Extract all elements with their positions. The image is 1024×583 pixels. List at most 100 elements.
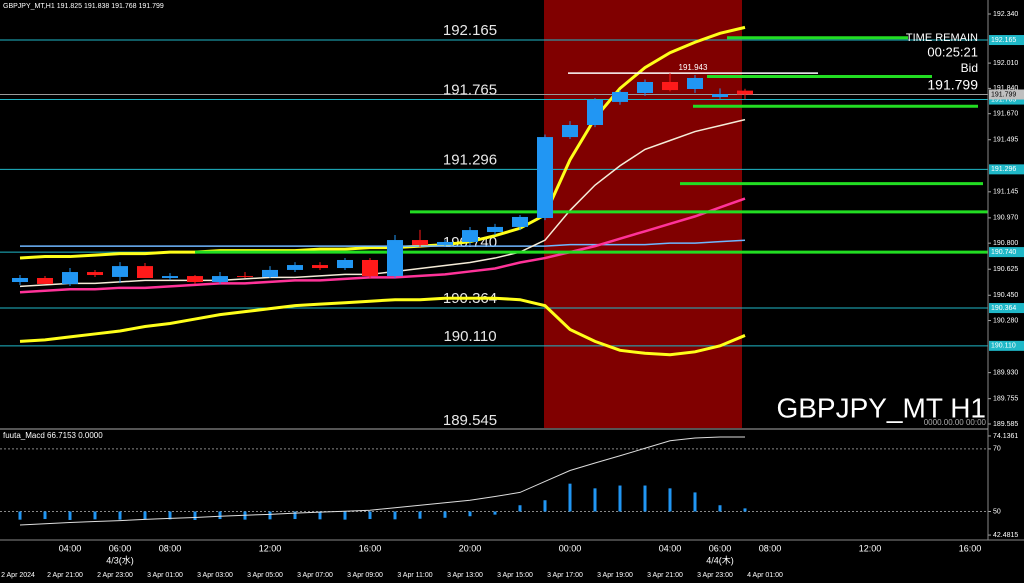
level-label: 191.296 bbox=[443, 151, 497, 168]
candle-body bbox=[162, 276, 178, 278]
indicator-bar bbox=[718, 505, 722, 512]
indicator-bar bbox=[268, 511, 272, 520]
indicator-name: fuuta_Macd bbox=[3, 431, 45, 440]
level-axis-label: 190.110 bbox=[991, 343, 1016, 350]
candle-body bbox=[287, 265, 303, 270]
y-tick-label: 191.840 bbox=[993, 85, 1018, 92]
x-tick-label: 06:00 bbox=[109, 543, 132, 553]
server-time-label: 3 Apr 11:00 bbox=[397, 572, 432, 579]
x-tick-label: 06:00 bbox=[709, 543, 732, 553]
indicator-bar bbox=[68, 511, 72, 520]
indicator-bar bbox=[493, 511, 497, 515]
indicator-bar bbox=[568, 483, 572, 512]
server-time-label: 2 Apr 21:00 bbox=[47, 572, 83, 579]
indicator-bar bbox=[118, 511, 122, 520]
server-time-label: 3 Apr 03:00 bbox=[197, 572, 233, 579]
symbol: GBPJPY_MT,H1 bbox=[3, 3, 55, 10]
x-tick-label: 20:00 bbox=[459, 543, 482, 553]
indicator-bar bbox=[643, 485, 647, 512]
candle-body bbox=[337, 259, 353, 269]
bid-axis-box bbox=[989, 89, 1024, 100]
candle-body bbox=[587, 100, 603, 126]
candle-body bbox=[437, 241, 453, 245]
level-label: 190.110 bbox=[443, 328, 496, 345]
indicator-bar bbox=[468, 511, 472, 517]
candle-body bbox=[362, 259, 378, 277]
server-time-label: 3 Apr 07:00 bbox=[297, 572, 333, 579]
indicator-line bbox=[19, 436, 745, 526]
y-tick-label: 190.280 bbox=[993, 317, 1018, 324]
overlay-line bbox=[19, 118, 746, 288]
indicator-bar bbox=[693, 492, 697, 512]
indicator-bar bbox=[43, 511, 47, 520]
timestamp: 0000.00.00 00:00 bbox=[924, 418, 987, 427]
indicator-bar bbox=[193, 511, 197, 520]
server-time-label: 3 Apr 21:00 bbox=[647, 572, 683, 579]
header-high: 191.838 bbox=[84, 3, 109, 10]
level-axis-label: 190.740 bbox=[991, 249, 1016, 256]
level-axis-box bbox=[989, 303, 1024, 314]
level-axis-box bbox=[989, 340, 1024, 351]
candle-body bbox=[737, 90, 753, 95]
indicator-bar bbox=[168, 511, 172, 520]
indicator-y-tick-label: 70 bbox=[993, 446, 1001, 453]
candle-body bbox=[312, 265, 328, 269]
candle-body bbox=[612, 91, 628, 102]
header-low: 191.768 bbox=[111, 3, 136, 10]
bid-label: Bid bbox=[961, 61, 978, 75]
candle-body bbox=[187, 276, 203, 283]
time-remain: 00:25:21 bbox=[927, 44, 978, 59]
candle-body bbox=[112, 266, 128, 277]
indicator-y-tick-label: 50 bbox=[993, 508, 1001, 515]
candle-body bbox=[562, 125, 578, 138]
candle-body bbox=[37, 277, 53, 284]
indicator-bar bbox=[318, 511, 322, 520]
server-time-label: 3 Apr 23:00 bbox=[697, 572, 733, 579]
header-open: 191.825 bbox=[57, 3, 82, 10]
indicator-value2: 0.0000 bbox=[78, 431, 103, 440]
chart-header: GBPJPY_MT,H1 191.825 191.838 191.768 191… bbox=[3, 3, 164, 10]
level-axis-label: 191.765 bbox=[991, 96, 1016, 103]
date-label: 4/4(木) bbox=[706, 554, 734, 565]
x-tick-label: 16:00 bbox=[959, 543, 982, 553]
indicator-bar bbox=[143, 511, 147, 520]
overlay-line bbox=[19, 197, 746, 294]
candle-body bbox=[662, 81, 678, 91]
y-tick-label: 190.970 bbox=[993, 215, 1018, 222]
overlay-line bbox=[19, 25, 746, 260]
server-time-label: 3 Apr 09:00 bbox=[347, 572, 383, 579]
y-tick-label: 191.495 bbox=[993, 137, 1018, 144]
level-axis-box bbox=[989, 94, 1024, 105]
y-tick-label: 189.930 bbox=[993, 369, 1018, 376]
server-time-label: 2 Apr 2024 bbox=[1, 572, 35, 579]
bid-axis-label: 191.799 bbox=[991, 91, 1016, 98]
indicator-bar bbox=[218, 511, 222, 520]
level-axis-label: 192.165 bbox=[991, 37, 1016, 44]
candle-body bbox=[637, 81, 653, 94]
candle-body bbox=[212, 276, 228, 283]
indicator-bar bbox=[518, 505, 522, 512]
server-time-label: 3 Apr 17:00 bbox=[547, 572, 583, 579]
indicator-bar bbox=[443, 511, 447, 518]
candle-body bbox=[387, 240, 403, 277]
y-tick-label: 192.340 bbox=[993, 11, 1018, 18]
indicator-header: fuuta_Macd 66.7153 0.0000 bbox=[3, 431, 103, 440]
level-label: 191.765 bbox=[443, 82, 497, 99]
level-label: 192.165 bbox=[443, 22, 497, 39]
candle-body bbox=[262, 269, 278, 277]
indicator-bar bbox=[393, 511, 397, 520]
indicator-bar bbox=[593, 488, 597, 512]
x-tick-label: 12:00 bbox=[859, 543, 882, 553]
indicator-y-tick-label: 74.1361 bbox=[993, 433, 1018, 440]
server-time-label: 3 Apr 19:00 bbox=[597, 572, 633, 579]
candle-body bbox=[237, 276, 253, 278]
y-tick-label: 190.625 bbox=[993, 266, 1018, 273]
level-label: 189.545 bbox=[443, 412, 497, 429]
x-tick-label: 12:00 bbox=[259, 543, 282, 553]
indicator-bar bbox=[18, 511, 22, 520]
session-high-label: 191.943 bbox=[679, 63, 708, 72]
indicator-bar bbox=[343, 511, 347, 520]
date-label: 4/3(水) bbox=[106, 554, 134, 565]
